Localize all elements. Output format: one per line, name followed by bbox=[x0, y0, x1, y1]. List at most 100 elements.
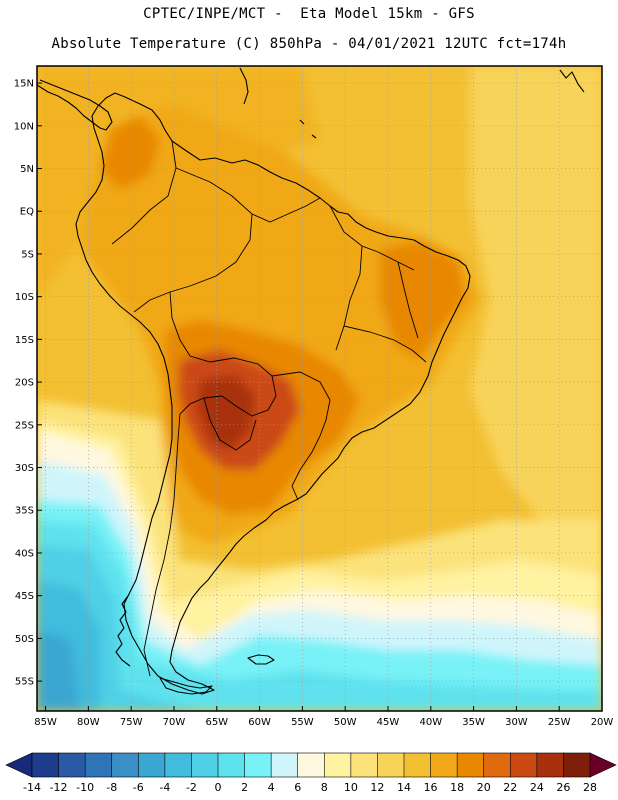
colorbar-label: 28 bbox=[583, 781, 597, 794]
coastlines bbox=[37, 67, 585, 695]
colorbar-swatch bbox=[350, 752, 379, 778]
colorbar-label: -2 bbox=[186, 781, 197, 794]
colorbar-label: 16 bbox=[424, 781, 438, 794]
field-pacific-warm bbox=[37, 66, 320, 300]
colorbar-swatch bbox=[536, 752, 565, 778]
lat-label: 25S bbox=[15, 420, 34, 431]
colorbar-swatch bbox=[31, 752, 60, 778]
lon-label: 20W bbox=[591, 717, 614, 728]
lon-label: 75W bbox=[120, 717, 143, 728]
map-title: CPTEC/INPE/MCT - Eta Model 15km - GFS bbox=[143, 6, 475, 22]
colorbar-swatch bbox=[270, 752, 299, 778]
colorbar-swatch bbox=[483, 752, 512, 778]
lon-label: 45W bbox=[377, 717, 400, 728]
lat-label: 20S bbox=[15, 378, 34, 389]
lon-label: 40W bbox=[419, 717, 442, 728]
lat-label: 55S bbox=[15, 677, 34, 688]
colorbar-swatch bbox=[456, 752, 485, 778]
lon-label: 30W bbox=[505, 717, 528, 728]
colorbar-label: 8 bbox=[321, 781, 328, 794]
south-america-coastline bbox=[75, 92, 471, 695]
colorbar: -14 -12 -10 -8 -6 -4 -2 0 2 4 6 8 10 12 14 16 18 20 22 24 26… bbox=[5, 752, 617, 794]
lat-label: 35S bbox=[15, 506, 34, 517]
map-subtitle: Absolute Temperature (C) 850hPa - 04/01/… bbox=[51, 36, 567, 52]
falkland-islands bbox=[247, 654, 275, 665]
country-borders bbox=[111, 140, 427, 677]
colorbar-label: -14 bbox=[23, 781, 41, 794]
colorbar-label: 22 bbox=[503, 781, 517, 794]
colorbar-swatch bbox=[244, 752, 272, 778]
colorbar-label: 24 bbox=[530, 781, 544, 794]
tierra-del-fuego bbox=[159, 677, 213, 695]
central-america-coastline bbox=[37, 79, 113, 131]
lat-label: 10N bbox=[14, 121, 34, 132]
colorbar-low-arrow bbox=[5, 752, 33, 778]
colorbar-swatch bbox=[111, 752, 140, 778]
colorbar-label: -6 bbox=[133, 781, 144, 794]
colorbar-label: 18 bbox=[450, 781, 464, 794]
colorbar-swatch bbox=[403, 752, 432, 778]
colorbar-label: -12 bbox=[50, 781, 68, 794]
longitude-labels: 85W 80W 75W 70W 65W 60W 55W 50W 45W 40W 35W 30W 25W 2… bbox=[34, 706, 613, 728]
colorbar-label: 14 bbox=[397, 781, 411, 794]
temperature-field bbox=[37, 66, 602, 711]
colorbar-label: -10 bbox=[76, 781, 94, 794]
lon-label: 80W bbox=[77, 717, 100, 728]
lat-label: 10S bbox=[15, 292, 34, 303]
colorbar-label: 10 bbox=[344, 781, 358, 794]
colorbar-label: 4 bbox=[268, 781, 275, 794]
colorbar-label: -4 bbox=[159, 781, 170, 794]
lat-label: 45S bbox=[15, 591, 34, 602]
caribbean-islands bbox=[239, 67, 585, 139]
lat-label: 5N bbox=[20, 164, 34, 175]
colorbar-label: 0 bbox=[215, 781, 222, 794]
lon-label: 25W bbox=[548, 717, 571, 728]
latitude-labels: 15N 10N 5N EQ 5S 10S 15S 20S 25S 30S 35S 40S 45S 50S 5… bbox=[14, 79, 42, 688]
lon-label: 50W bbox=[334, 717, 357, 728]
lon-label: 85W bbox=[34, 717, 57, 728]
colorbar-swatch bbox=[137, 752, 166, 778]
lat-label: 15N bbox=[14, 79, 34, 90]
field-ocean-east bbox=[470, 66, 602, 520]
field-cyan-light bbox=[37, 460, 602, 711]
lat-label: 40S bbox=[15, 548, 34, 559]
colorbar-swatch bbox=[509, 752, 538, 778]
chilean-archipelago bbox=[115, 595, 131, 667]
lon-label: 35W bbox=[462, 717, 485, 728]
colorbar-label: -8 bbox=[106, 781, 117, 794]
colorbar-swatch bbox=[430, 752, 458, 778]
lon-label: 70W bbox=[163, 717, 186, 728]
lon-label: 55W bbox=[291, 717, 314, 728]
colorbar-label: 12 bbox=[370, 781, 384, 794]
lon-label: 60W bbox=[248, 717, 271, 728]
colorbar-high-arrow bbox=[589, 752, 617, 778]
map-frame bbox=[36, 65, 603, 712]
field-hot-northeast bbox=[380, 240, 465, 360]
lon-label: 65W bbox=[205, 717, 228, 728]
colorbar-swatch bbox=[58, 752, 86, 778]
lat-label: 5S bbox=[21, 249, 34, 260]
colorbar-swatch bbox=[323, 752, 352, 778]
field-cyan bbox=[37, 500, 602, 711]
colorbar-label: 2 bbox=[241, 781, 248, 794]
colorbar-swatch bbox=[563, 752, 591, 778]
lat-label: 50S bbox=[15, 634, 34, 645]
colorbar-swatch bbox=[217, 752, 246, 778]
borders-brazil-states bbox=[329, 205, 427, 363]
field-blue-deep bbox=[37, 630, 80, 711]
lat-label: EQ bbox=[20, 207, 34, 218]
colorbar-swatch bbox=[377, 752, 405, 778]
colorbar-label: 26 bbox=[556, 781, 570, 794]
borders-north bbox=[111, 140, 321, 313]
colorbar-swatch bbox=[164, 752, 193, 778]
colorbar-swatch bbox=[297, 752, 326, 778]
field-core bbox=[198, 375, 255, 450]
colorbar-label: 6 bbox=[294, 781, 301, 794]
lat-label: 30S bbox=[15, 463, 34, 474]
colorbar-swatch bbox=[84, 752, 113, 778]
colorbar-label: 20 bbox=[477, 781, 491, 794]
borders-central bbox=[169, 291, 331, 501]
lat-label: 15S bbox=[15, 335, 34, 346]
borders-south bbox=[143, 397, 257, 677]
